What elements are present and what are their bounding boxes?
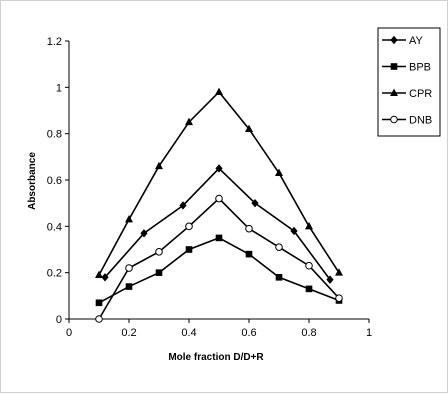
- x-tick-label: 0: [66, 327, 72, 339]
- data-point-dnb: [245, 224, 253, 233]
- data-point-bpb: [155, 269, 163, 276]
- data-point-bpb: [305, 285, 313, 293]
- legend-item-cpr: CPR: [382, 88, 432, 100]
- x-tick-label: 0.2: [121, 327, 136, 339]
- legend-label-bpb: BPB: [409, 62, 431, 74]
- legend-label-ay: AY: [409, 35, 424, 47]
- x-tick-label: 0.6: [241, 327, 256, 339]
- data-point-bpb: [125, 283, 133, 290]
- data-point-ay: [140, 229, 148, 238]
- data-point-bpb: [245, 250, 253, 258]
- legend-item-dnb: DNB: [382, 115, 432, 127]
- legend-marker-dnb: [390, 115, 398, 124]
- data-point-cpr: [335, 268, 343, 276]
- data-point-ay: [326, 275, 334, 284]
- data-point-cpr: [215, 87, 223, 95]
- y-tick-label: 0.8: [47, 129, 62, 141]
- series-dnb: [95, 194, 343, 323]
- x-axis: 0 0.2 0.4 0.6 0.8 1: [66, 318, 372, 339]
- data-point-cpr: [125, 214, 133, 223]
- series-line-bpb: [98, 237, 340, 304]
- data-point-ay: [290, 226, 298, 236]
- data-point-cpr: [95, 270, 103, 278]
- data-point-dnb: [275, 243, 283, 251]
- series-ay: [101, 164, 334, 284]
- data-point-ay: [179, 201, 187, 210]
- data-point-bpb: [95, 299, 103, 307]
- legend-item-ay: AY: [382, 35, 424, 47]
- legend: AY BPB CPR DNB: [377, 27, 441, 137]
- y-tick-label: 0.6: [47, 175, 62, 187]
- y-axis-title: Absorbance: [27, 152, 38, 210]
- data-point-dnb: [185, 222, 193, 231]
- y-tick-label: 1.2: [47, 36, 62, 48]
- y-tick-label: 0: [56, 314, 62, 326]
- x-tick-label: 1: [366, 327, 372, 339]
- y-tick-label: 1: [56, 82, 62, 94]
- x-axis-title: Mole fraction D/D+R: [168, 352, 264, 363]
- data-point-cpr: [185, 117, 193, 126]
- series-layer: [95, 87, 343, 323]
- data-point-ay: [215, 164, 223, 173]
- data-point-ay: [101, 273, 109, 282]
- y-tick-label: 0.2: [47, 268, 62, 280]
- legend-label-cpr: CPR: [409, 88, 432, 100]
- data-point-cpr: [155, 161, 163, 170]
- y-axis: 0 0.2 0.4 0.6 0.8 1 1.2: [47, 36, 70, 326]
- data-point-cpr: [305, 221, 313, 230]
- data-point-dnb: [305, 261, 313, 270]
- x-tick-label: 0.4: [181, 327, 196, 339]
- legend-item-bpb: BPB: [382, 62, 431, 74]
- data-point-bpb: [185, 246, 193, 253]
- data-point-ay: [251, 198, 259, 208]
- legend-marker-bpb: [390, 63, 398, 70]
- series-line-cpr: [98, 90, 340, 276]
- data-point-dnb: [95, 315, 103, 323]
- y-tick-label: 0.4: [47, 221, 62, 233]
- data-point-dnb: [125, 264, 133, 272]
- x-tick-label: 0.8: [301, 327, 316, 339]
- series-cpr: [95, 87, 343, 278]
- legend-label-dnb: DNB: [409, 115, 432, 127]
- data-point-bpb: [275, 274, 283, 281]
- data-point-cpr: [245, 124, 253, 133]
- data-point-dnb: [215, 194, 223, 203]
- legend-marker-ay: [390, 35, 398, 45]
- data-point-bpb: [215, 234, 223, 242]
- data-point-cpr: [275, 168, 283, 177]
- data-point-dnb: [335, 294, 343, 302]
- legend-box: [377, 27, 441, 137]
- legend-marker-cpr: [390, 88, 398, 96]
- data-point-dnb: [155, 248, 163, 256]
